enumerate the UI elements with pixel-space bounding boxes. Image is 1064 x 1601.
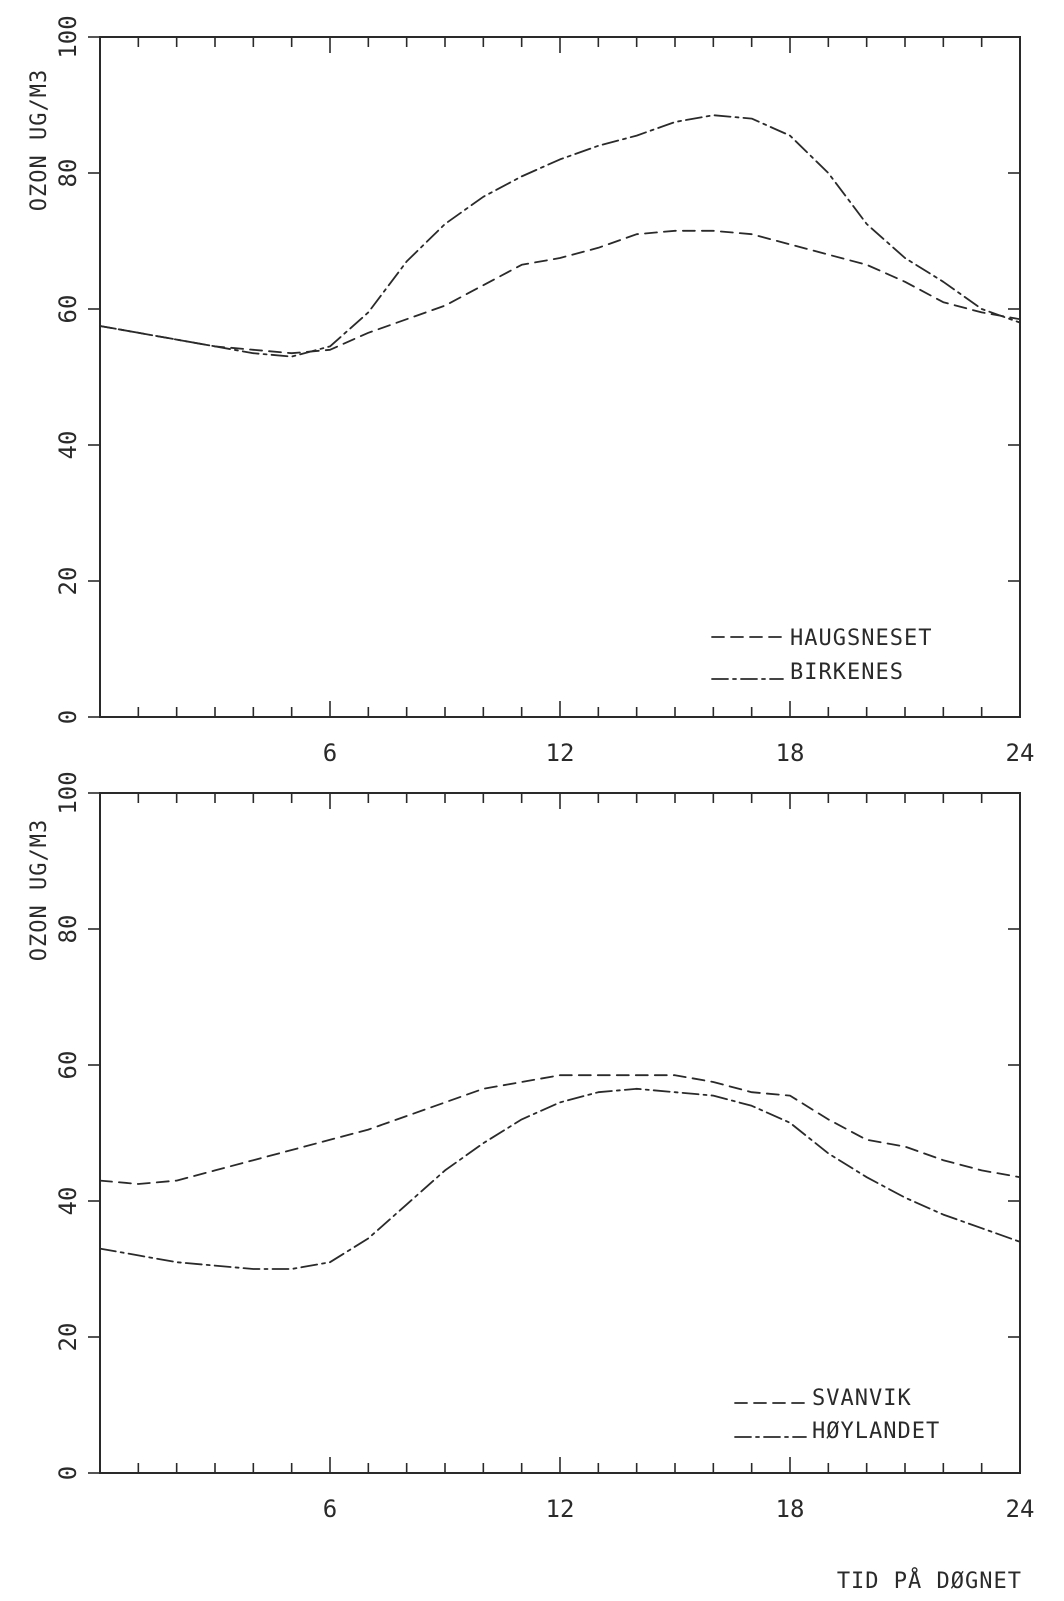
bottom-y-tick-label-40: 40	[54, 1187, 82, 1216]
top-y-tick-label-20: 20	[54, 567, 82, 596]
bottom-x-tick-label-12: 12	[546, 1495, 575, 1523]
bottom-x-tick-label-24: 24	[1006, 1495, 1035, 1523]
bottom-series-høylandet	[99, 1087, 1021, 1270]
top-legend: HAUGSNESET BIRKENES	[711, 626, 932, 685]
top-x-tick-label-24: 24	[1006, 739, 1035, 767]
bottom-series-svanvik	[99, 1074, 1021, 1185]
bottom-x-tick-labels: 6 12 18 24	[323, 1495, 1035, 1523]
bottom-plot-frame	[99, 792, 1021, 1474]
bottom-x-tick-label-6: 6	[323, 1495, 337, 1523]
top-x-tick-label-18: 18	[776, 739, 805, 767]
bottom-chart-panel: 0 20 40 60 80 100 6 12 18 24 OZON UG/M3 SVANVIK …	[27, 771, 1034, 1594]
top-legend-label-haugsneset: HAUGSNESET	[790, 626, 932, 651]
top-series-birkenes	[99, 114, 1021, 358]
top-chart-panel: 0 20 40 60 80 100 6 12 18 24 OZON UG/M3 HAUGSNES…	[27, 15, 1034, 767]
top-x-tick-label-6: 6	[323, 739, 337, 767]
bottom-y-tick-label-20: 20	[54, 1323, 82, 1352]
top-y-tick-label-0: 0	[54, 710, 82, 724]
bottom-x-tick-label-18: 18	[776, 1495, 805, 1523]
bottom-ticks	[88, 792, 1020, 1474]
bottom-y-tick-label-0: 0	[54, 1466, 82, 1480]
bottom-y-tick-label-100: 100	[54, 771, 82, 814]
x-axis-label: TID PÅ DØGNET	[837, 1567, 1022, 1594]
top-x-tick-label-12: 12	[546, 739, 575, 767]
bottom-legend: SVANVIK HØYLANDET	[734, 1386, 940, 1444]
bottom-y-tick-label-80: 80	[54, 915, 82, 944]
bottom-y-axis-label: OZON UG/M3	[27, 819, 52, 961]
top-y-axis-label: OZON UG/M3	[27, 69, 52, 211]
top-y-tick-label-80: 80	[54, 159, 82, 188]
top-x-tick-labels: 6 12 18 24	[323, 739, 1035, 767]
bottom-series	[99, 1074, 1021, 1270]
bottom-y-tick-labels: 0 20 40 60 80 100	[54, 771, 82, 1480]
bottom-legend-label-hoylandet: HØYLANDET	[812, 1419, 940, 1444]
top-series	[99, 114, 1021, 358]
top-y-tick-label-40: 40	[54, 431, 82, 460]
top-y-tick-label-60: 60	[54, 295, 82, 324]
top-y-tick-labels: 0 20 40 60 80 100	[54, 15, 82, 724]
top-legend-label-birkenes: BIRKENES	[790, 660, 904, 685]
top-ticks	[88, 36, 1020, 718]
top-series-haugsneset	[99, 229, 1021, 355]
top-plot-frame	[99, 36, 1021, 718]
bottom-y-tick-label-60: 60	[54, 1051, 82, 1080]
bottom-legend-label-svanvik: SVANVIK	[812, 1386, 912, 1411]
top-y-tick-label-100: 100	[54, 15, 82, 58]
